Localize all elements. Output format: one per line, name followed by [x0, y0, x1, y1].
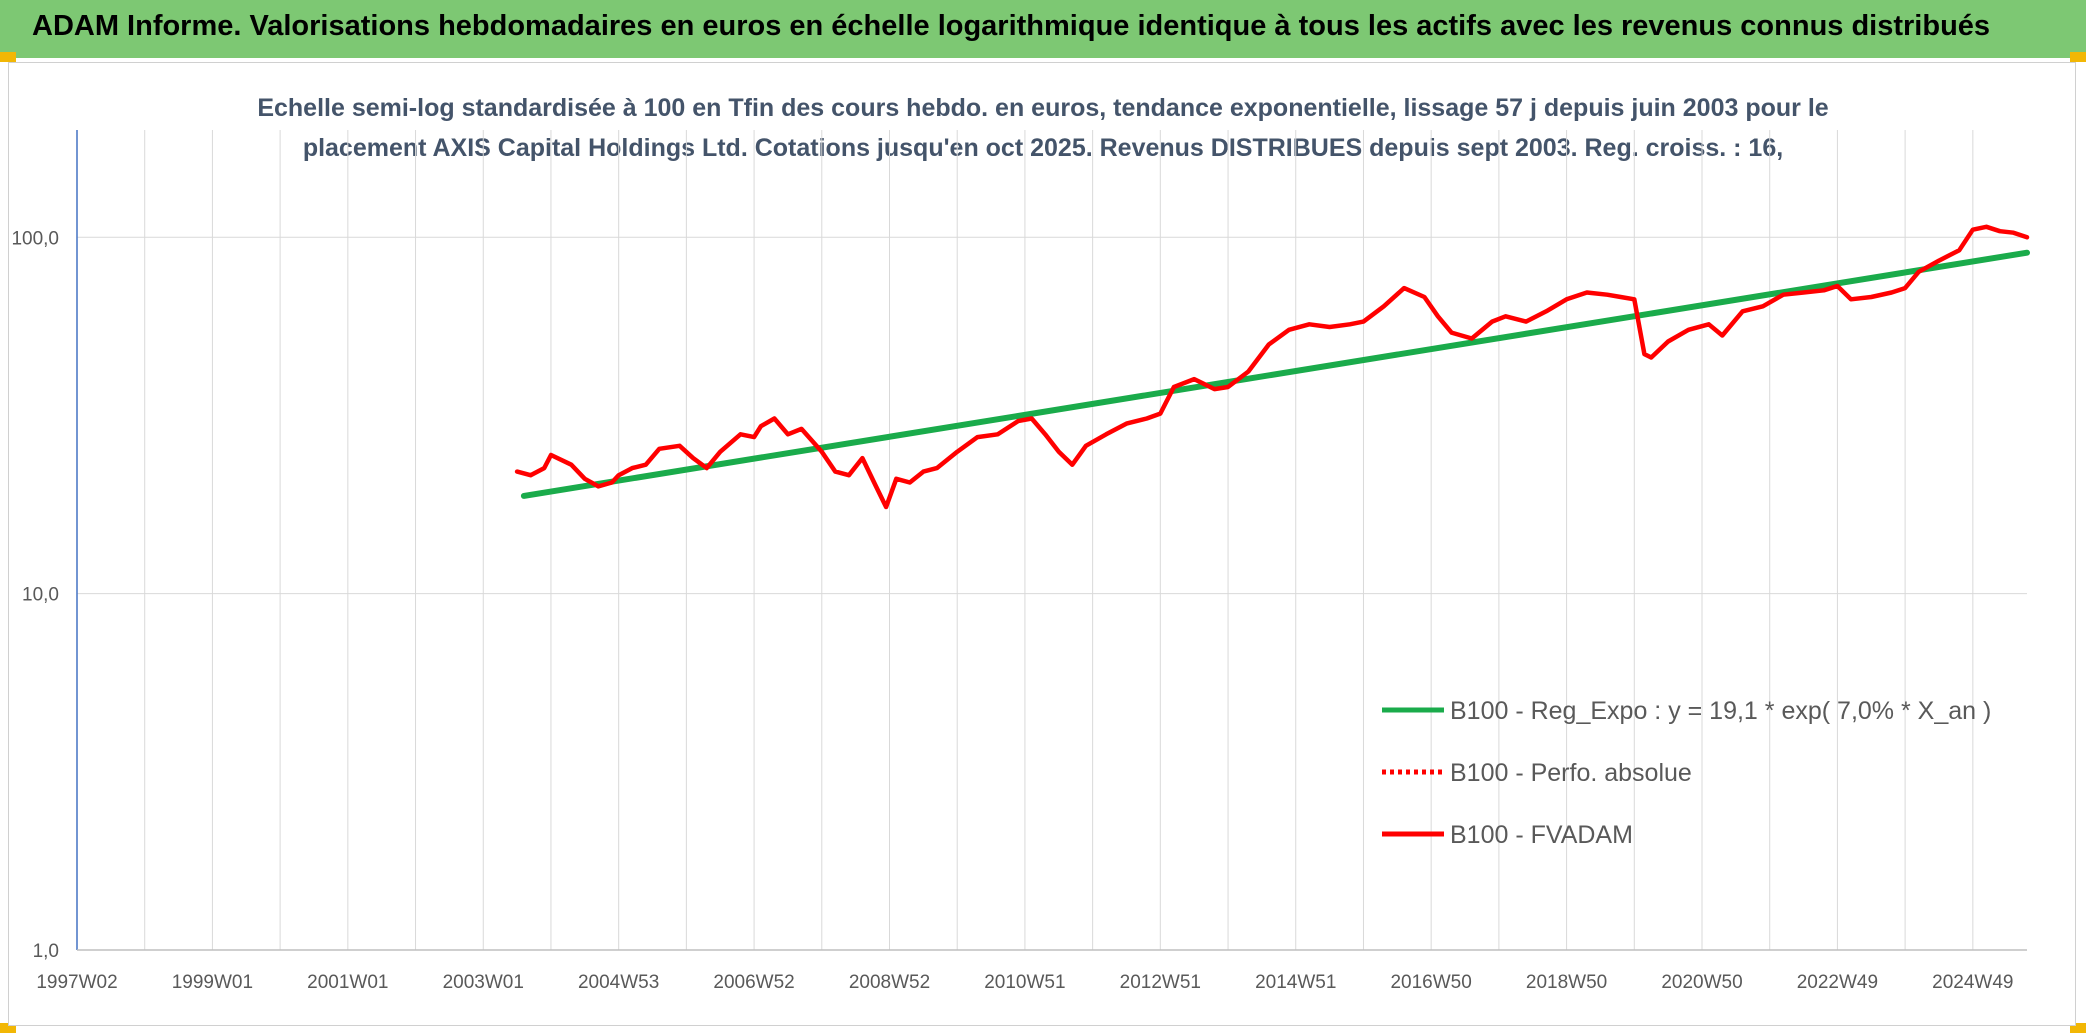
x-tick-label: 2024W49 — [1932, 972, 2013, 993]
axes — [76, 130, 2027, 951]
x-tick-label: 2022W49 — [1797, 972, 1878, 993]
y-tick-label: 100,0 — [11, 228, 59, 249]
top-banner: ADAM Informe. Valorisations hebdomadaire… — [0, 0, 2086, 58]
x-tick-label: 2004W53 — [578, 972, 659, 993]
corner-marker — [2070, 1023, 2086, 1033]
grid — [76, 130, 2027, 951]
x-tick-label: 1999W01 — [172, 972, 253, 993]
legend: B100 - Reg_Expo : y = 19,1 * exp( 7,0% *… — [1382, 697, 1991, 849]
x-tick-label: 2006W52 — [713, 972, 794, 993]
tick-labels: 1,0 10,0 100,0 1997W02 1999W01 2001W01 2003W01… — [11, 228, 2013, 993]
x-tick-label: 2018W50 — [1526, 972, 1607, 993]
series-line-2 — [514, 224, 2030, 510]
legend-label: B100 - FVADAM — [1450, 821, 1633, 849]
series-line-0 — [520, 249, 2030, 499]
y-tick-label: 1,0 — [33, 941, 59, 962]
x-tick-label: 2003W01 — [443, 972, 524, 993]
legend-label: B100 - Perfo. absolue — [1450, 759, 1692, 787]
legend-label: B100 - Reg_Expo : y = 19,1 * exp( 7,0% *… — [1450, 697, 1991, 725]
chart-frame — [8, 62, 2076, 1026]
x-tick-label: 2001W01 — [307, 972, 388, 993]
corner-marker — [0, 1023, 16, 1033]
chart-title: Echelle semi-log standardisée à 100 en T… — [0, 88, 2086, 168]
chart-title-line-2: placement AXIS Capital Holdings Ltd. Cot… — [302, 134, 1784, 162]
chart-title-line-1: Echelle semi-log standardisée à 100 en T… — [257, 94, 1829, 122]
x-tick-label: 2012W51 — [1120, 972, 1201, 993]
corner-marker — [0, 52, 16, 62]
x-tick-label: 2020W50 — [1661, 972, 1742, 993]
x-tick-label: 2010W51 — [984, 972, 1065, 993]
x-tick-label: 1997W02 — [36, 972, 117, 993]
x-tick-label: 2014W51 — [1255, 972, 1336, 993]
x-tick-label: 2008W52 — [849, 972, 930, 993]
y-tick-label: 10,0 — [22, 585, 59, 606]
report-title: ADAM Informe. Valorisations hebdomadaire… — [32, 10, 1991, 42]
series-group — [514, 224, 2030, 510]
corner-marker — [2070, 52, 2086, 62]
x-tick-label: 2016W50 — [1390, 972, 1471, 993]
